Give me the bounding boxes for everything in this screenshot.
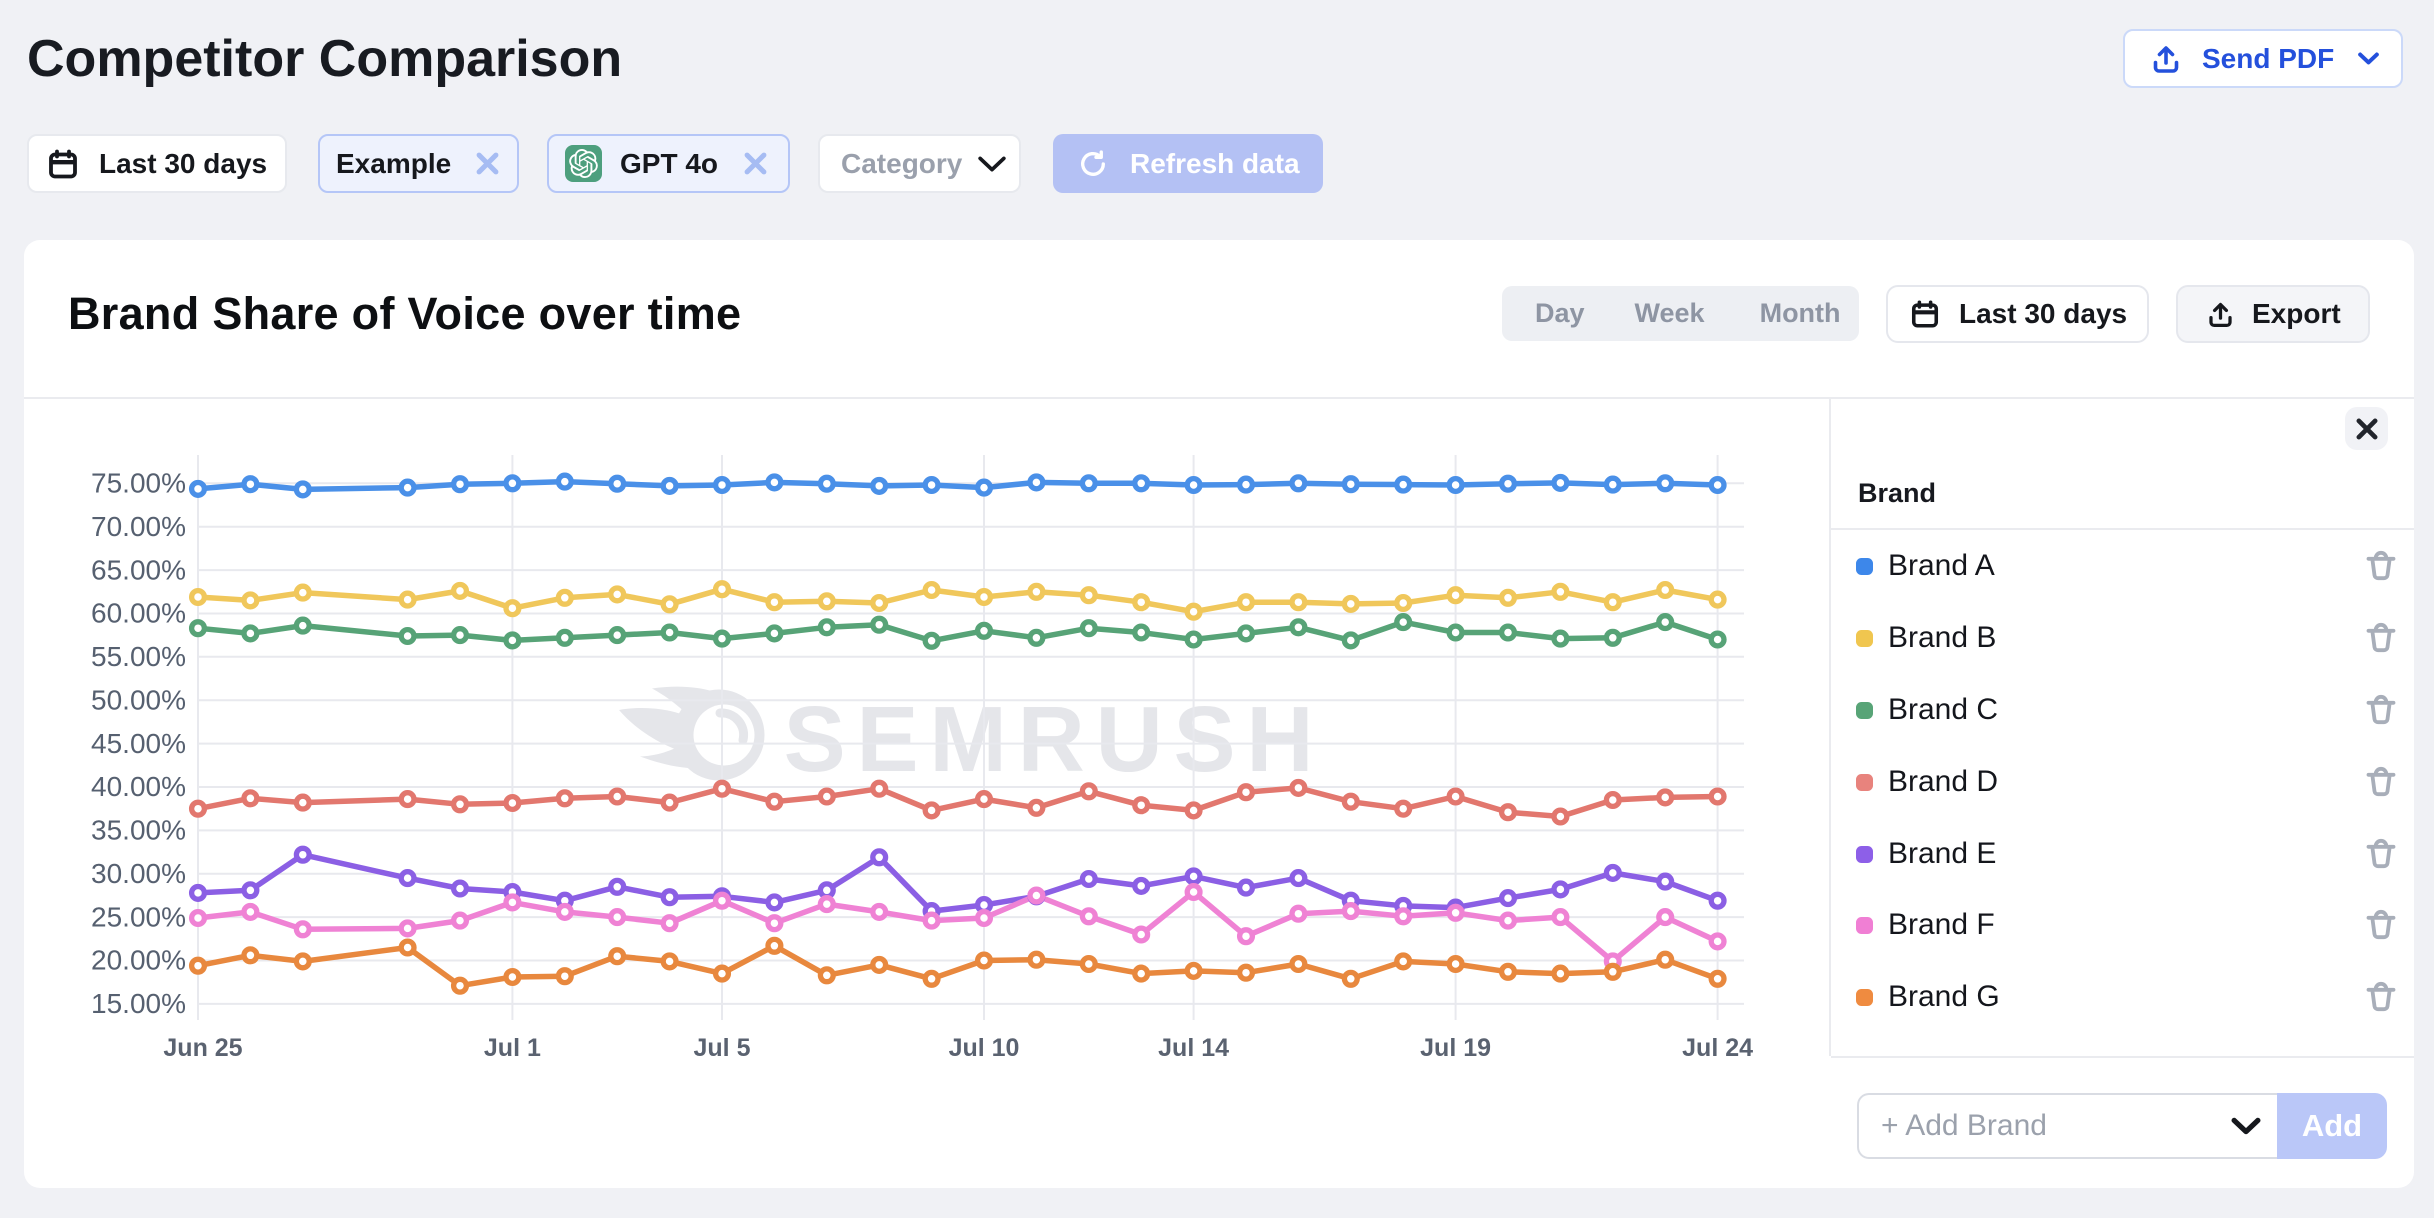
svg-text:25.00%: 25.00% bbox=[91, 901, 186, 932]
svg-text:Jul 19: Jul 19 bbox=[1420, 1034, 1491, 1062]
svg-text:45.00%: 45.00% bbox=[91, 728, 186, 759]
svg-text:65.00%: 65.00% bbox=[91, 554, 186, 585]
svg-text:60.00%: 60.00% bbox=[91, 598, 186, 629]
svg-text:75.00%: 75.00% bbox=[91, 468, 186, 499]
svg-text:70.00%: 70.00% bbox=[91, 511, 186, 542]
svg-text:55.00%: 55.00% bbox=[91, 641, 186, 672]
svg-text:30.00%: 30.00% bbox=[91, 858, 186, 889]
svg-text:Jul 5: Jul 5 bbox=[694, 1034, 751, 1062]
svg-text:15.00%: 15.00% bbox=[91, 988, 186, 1019]
svg-text:35.00%: 35.00% bbox=[91, 815, 186, 846]
svg-text:Jul 1: Jul 1 bbox=[484, 1034, 541, 1062]
svg-text:Jul 24: Jul 24 bbox=[1682, 1034, 1753, 1062]
svg-text:40.00%: 40.00% bbox=[91, 771, 186, 802]
svg-text:20.00%: 20.00% bbox=[91, 945, 186, 976]
svg-text:Jul 14: Jul 14 bbox=[1158, 1034, 1229, 1062]
svg-text:Jun 25: Jun 25 bbox=[163, 1034, 242, 1062]
svg-text:SEMRUSH: SEMRUSH bbox=[784, 687, 1325, 791]
svg-text:50.00%: 50.00% bbox=[91, 684, 186, 715]
svg-text:Jul 10: Jul 10 bbox=[949, 1034, 1020, 1062]
